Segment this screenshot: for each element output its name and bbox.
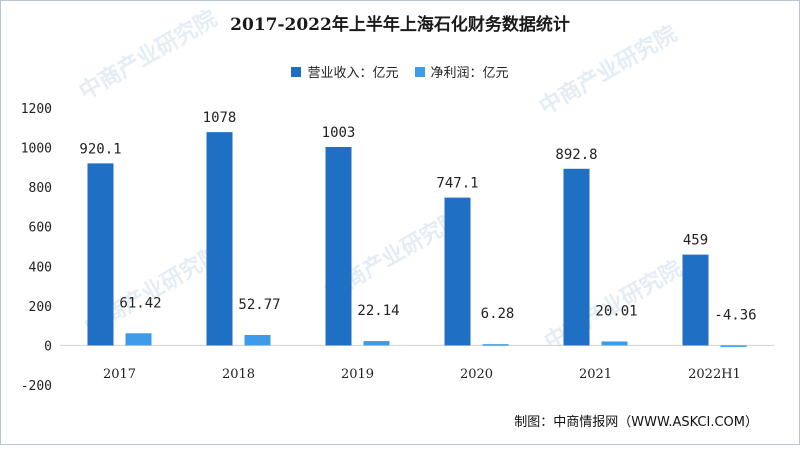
profit-bar [720,345,747,347]
revenue-data-label: 459 [683,233,708,249]
legend-item-profit: 净利润：亿元 [414,62,509,81]
legend: 营业收入：亿元 净利润：亿元 [0,62,800,81]
y-tick-label: 0 [44,339,52,354]
profit-bar [244,334,271,346]
y-tick-label: 400 [29,260,52,275]
y-tick-label: 200 [29,300,52,315]
x-tick-label: 2019 [341,367,374,382]
profit-bar [482,344,509,346]
x-tick-label: 2022H1 [688,367,741,382]
profit-data-label: 20.01 [595,303,637,319]
revenue-data-label: 892.8 [555,147,597,163]
revenue-data-label: 920.1 [79,141,121,157]
revenue-bar [563,168,590,346]
y-tick-label: 1000 [21,142,52,157]
y-tick-label: 800 [29,181,52,196]
profit-data-label: 6.28 [481,306,515,322]
revenue-bar [444,197,471,346]
profit-data-label: -4.36 [714,307,756,323]
chart-title: 2017-2022年上半年上海石化财务数据统计 [230,15,570,35]
x-tick-label: 2017 [103,367,136,382]
revenue-data-label: 1078 [203,110,237,126]
y-tick-label: 600 [29,221,52,236]
source-note: 制图：中商情报网（WWW.ASKCI.COM） [514,415,758,430]
profit-bar [363,341,390,346]
x-tick-label: 2020 [460,367,493,382]
revenue-bar [87,163,114,346]
profit-data-label: 52.77 [238,297,280,313]
profit-data-label: 22.14 [357,303,399,319]
revenue-data-label: 747.1 [436,176,478,192]
profit-bar [125,333,152,346]
revenue-bar [325,146,352,346]
revenue-bar [682,254,709,346]
x-tick-label: 2021 [579,367,612,382]
legend-swatch-revenue [291,66,302,77]
x-tick-label: 2018 [222,367,255,382]
legend-item-revenue: 营业收入：亿元 [291,62,399,81]
profit-bar [601,341,628,346]
y-tick-label: 1200 [21,102,52,117]
legend-label-revenue: 营业收入：亿元 [307,66,399,81]
y-tick-label: -200 [21,379,52,394]
legend-swatch-profit [414,66,425,77]
profit-data-label: 61.42 [119,295,161,311]
legend-label-profit: 净利润：亿元 [430,66,509,81]
revenue-bar [206,132,233,346]
revenue-data-label: 1003 [322,125,356,141]
